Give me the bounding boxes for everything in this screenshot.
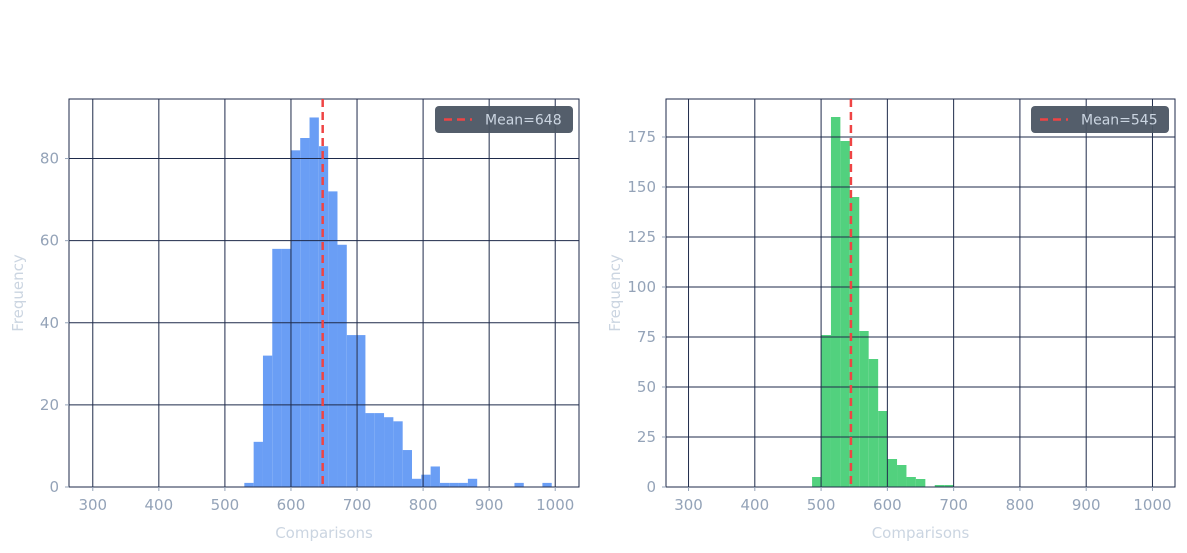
x-tick-label: 600 (277, 496, 306, 514)
histogram-bar (384, 417, 394, 487)
x-tick-label: 700 (343, 496, 372, 514)
legend-label: Mean=545 (1081, 113, 1158, 129)
histogram-bar (421, 474, 431, 487)
x-tick-label: 600 (873, 496, 902, 514)
histogram-bar (906, 477, 916, 487)
x-tick-label: 1000 (536, 496, 574, 514)
x-tick-label: 800 (409, 496, 438, 514)
histogram-bar (887, 459, 898, 487)
chart-2: 300 400 500 600 700 800 900 1000 0 25 50 75 100 125 15… (606, 98, 1176, 542)
histogram-bar (812, 477, 822, 487)
legend-box (1031, 106, 1169, 133)
histogram-bar (934, 485, 945, 487)
x-tick-label: 300 (674, 496, 703, 514)
x-tick-label: 800 (1006, 496, 1035, 514)
legend-label: Mean=648 (485, 113, 562, 129)
legend: Mean=545 (1031, 106, 1169, 133)
histogram-bar (467, 478, 478, 487)
histogram-bar (374, 413, 385, 487)
x-tick-label: 900 (475, 496, 504, 514)
y-tick-label: 80 (40, 150, 59, 168)
y-tick-label: 40 (40, 314, 59, 332)
y-tick-label: 150 (627, 178, 656, 196)
histogram-bar (514, 482, 524, 487)
x-tick-label: 500 (807, 496, 836, 514)
histogram-bar (281, 248, 291, 487)
histogram-bar (878, 411, 888, 487)
y-tick-label: 0 (49, 478, 59, 496)
histogram-bar (542, 482, 552, 487)
histogram-bar (458, 482, 468, 487)
x-tick-label: 700 (939, 496, 968, 514)
histogram-bar (840, 141, 850, 487)
histogram-bar (830, 117, 841, 487)
x-tick-label: 400 (740, 496, 769, 514)
histogram-bar (449, 482, 459, 487)
plot-frame (68, 98, 580, 488)
x-tick-label: 900 (1072, 496, 1101, 514)
y-tick-label: 25 (637, 428, 656, 446)
histogram-bar (849, 197, 860, 487)
histogram-bar (393, 421, 403, 487)
x-tick-label: 1000 (1133, 496, 1171, 514)
histogram-bar (337, 244, 347, 487)
x-axis-label: Comparisons (275, 524, 373, 542)
x-tick-label: 500 (211, 496, 240, 514)
histogram-bar (356, 335, 366, 487)
histogram-bar (430, 466, 440, 487)
histogram-bar (328, 191, 338, 487)
plot-frame (665, 98, 1176, 488)
histogram-bar (346, 335, 357, 487)
histogram-bar (244, 482, 254, 487)
histogram-bar (290, 150, 301, 487)
histogram-bar (365, 413, 375, 487)
y-axis-label: Frequency (606, 254, 624, 332)
x-tick-label: 300 (78, 496, 107, 514)
y-axis-label: Frequency (9, 254, 27, 332)
y-tick-label: 100 (627, 278, 656, 296)
histogram-bar (402, 450, 412, 487)
histogram-bar (859, 331, 869, 487)
histogram-bar (897, 465, 907, 487)
y-tick-label: 175 (627, 128, 656, 146)
histogram-bar (439, 482, 450, 487)
y-tick-label: 50 (637, 378, 656, 396)
histogram-bar (944, 485, 954, 487)
histogram-bar (272, 248, 282, 487)
x-axis-label: Comparisons (872, 524, 970, 542)
x-tick-label: 400 (145, 496, 174, 514)
y-tick-label: 125 (627, 228, 656, 246)
y-tick-label: 60 (40, 232, 59, 250)
chart-1: 300 400 500 600 700 800 900 1000 0 20 40 60 80 Compar… (9, 98, 580, 542)
histogram-bar (253, 441, 263, 487)
histogram-bar (915, 479, 926, 487)
histogram-bar (821, 335, 831, 487)
y-tick-label: 0 (646, 478, 656, 496)
legend-box (435, 106, 573, 133)
histogram-bar (868, 359, 879, 487)
histogram-bar (318, 146, 329, 488)
histogram-bar (309, 117, 319, 487)
y-tick-label: 75 (637, 328, 656, 346)
histogram-bar (411, 478, 422, 487)
histogram-bar (300, 138, 310, 487)
histogram-bar (262, 355, 273, 487)
legend: Mean=648 (435, 106, 573, 133)
y-tick-label: 20 (40, 396, 59, 414)
